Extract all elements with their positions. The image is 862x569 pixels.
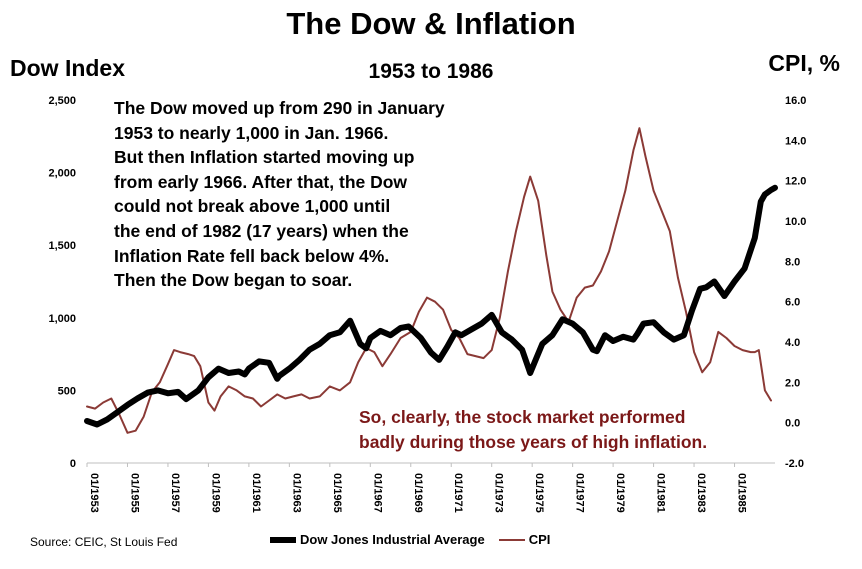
left-axis-title: Dow Index (10, 55, 126, 81)
x-tick-label: 01/1975 (533, 473, 545, 513)
y-left-tick-label: 2,000 (48, 168, 76, 180)
y-right-tick-label: 16.0 (785, 95, 806, 107)
legend-label-cpi: CPI (528, 532, 551, 547)
y-right-tick-label: 12.0 (785, 176, 806, 188)
y-left-tick-label: 500 (58, 385, 76, 397)
annotation-line: from early 1966. After that, the Dow (114, 171, 408, 192)
x-tick-label: 01/1963 (290, 473, 302, 513)
annotation-line: Then the Dow began to soar. (114, 270, 353, 291)
y-left-tick-label: 0 (70, 458, 76, 470)
x-tick-label: 01/1981 (655, 473, 667, 513)
y-right-tick-label: -2.0 (785, 458, 804, 470)
y-left-tick-label: 2,500 (48, 95, 76, 107)
annotation-line: could not break above 1,000 until (114, 196, 391, 217)
legend-swatch-cpi (498, 538, 525, 541)
right-axis-title: CPI, % (768, 50, 840, 76)
x-tick-label: 01/1973 (493, 473, 505, 513)
y-left-tick-label: 1,000 (48, 313, 76, 325)
annotation-line: the end of 1982 (17 years) when the (114, 220, 409, 241)
annotation-line: 1953 to nearly 1,000 in Jan. 1966. (114, 122, 389, 143)
y-right-tick-label: 2.0 (785, 377, 800, 389)
y-right-tick-label: 8.0 (785, 256, 800, 268)
y-right-tick-label: 6.0 (785, 297, 800, 309)
cpi-series-line (86, 127, 772, 434)
y-right-tick-label: 10.0 (785, 216, 806, 228)
x-tick-label: 01/1967 (371, 473, 383, 513)
annotation-line: But then Inflation started moving up (114, 147, 415, 168)
x-tick-label: 01/1961 (250, 473, 262, 513)
x-tick-label: 01/1985 (736, 473, 748, 513)
annotation-conclusion: So, clearly, the stock market performed … (359, 405, 707, 454)
chart-title: The Dow & Inflation (286, 6, 576, 41)
x-tick-label: 01/1965 (331, 473, 343, 513)
annotation-main: The Dow moved up from 290 in January 195… (114, 96, 474, 293)
legend-label-dow: Dow Jones Industrial Average (300, 532, 485, 547)
y-right-tick-label: 0.0 (785, 418, 800, 430)
y-right-tick-label: 4.0 (785, 337, 800, 349)
x-tick-label: 01/1953 (88, 473, 100, 513)
y-right-tick-label: 14.0 (785, 135, 806, 147)
annotation-line: So, clearly, the stock market performed (359, 407, 686, 427)
y-left-tick-label: 1,500 (48, 240, 76, 252)
dow-series-line (84, 184, 778, 428)
legend-swatch-dow (270, 536, 296, 543)
legend: Dow Jones Industrial Average CPI (270, 532, 550, 547)
chart-subtitle: 1953 to 1986 (368, 60, 494, 83)
annotation-line: The Dow moved up from 290 in January (114, 98, 445, 118)
x-tick-label: 01/1955 (128, 473, 140, 513)
x-tick-label: 01/1977 (574, 473, 586, 513)
x-tick-label: 01/1969 (412, 473, 424, 513)
x-tick-label: 01/1983 (695, 473, 707, 513)
x-tick-label: 01/1957 (169, 473, 181, 513)
x-tick-label: 01/1959 (209, 473, 221, 513)
annotation-line: badly during those years of high inflati… (359, 431, 708, 452)
annotation-line: Inflation Rate fell back below 4%. (114, 245, 390, 266)
x-tick-label: 01/1971 (452, 473, 464, 513)
x-tick-label: 01/1979 (614, 473, 626, 513)
source-note: Source: CEIC, St Louis Fed (30, 535, 178, 549)
